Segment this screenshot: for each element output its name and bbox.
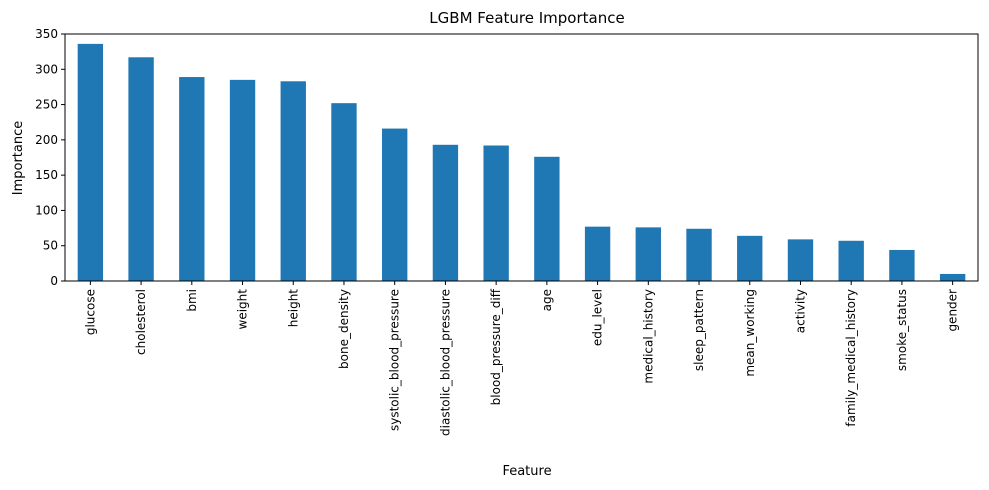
y-tick-label: 100 xyxy=(35,203,58,217)
bar xyxy=(128,57,154,281)
x-tick-label: systolic_blood_pressure xyxy=(388,289,402,431)
x-tick-label: age xyxy=(540,289,554,311)
bar xyxy=(889,249,915,281)
x-tick-label: family_medical_history xyxy=(844,289,858,427)
x-tick-label: diastolic_blood_pressure xyxy=(438,289,452,436)
y-tick-label: 350 xyxy=(35,27,58,41)
bar xyxy=(686,228,712,281)
bar xyxy=(787,239,814,281)
bar xyxy=(280,81,306,281)
x-axis-label: Feature xyxy=(502,464,551,479)
x-axis-ticks: glucose cholesterol bmi weight height bone_de… xyxy=(83,281,960,436)
bar xyxy=(534,156,560,281)
x-tick-label: weight xyxy=(236,289,250,330)
bar xyxy=(382,128,408,281)
bar xyxy=(838,240,864,281)
y-tick-label: 300 xyxy=(35,62,58,76)
x-tick-label: blood_pressure_diff xyxy=(489,288,503,405)
x-tick-label: edu_level xyxy=(591,289,605,346)
x-tick-label: glucose xyxy=(83,289,97,335)
y-tick-label: 50 xyxy=(43,239,58,253)
bar xyxy=(584,226,611,281)
x-tick-label: activity xyxy=(793,289,807,333)
y-tick-label: 250 xyxy=(35,98,58,112)
bar xyxy=(432,144,459,281)
x-tick-label: bmi xyxy=(185,289,199,312)
x-tick-label: smoke_status xyxy=(895,289,909,371)
x-tick-label: medical_history xyxy=(641,289,655,384)
y-axis-ticks: 0 50 100 150 200 250 300 350 xyxy=(35,27,65,288)
x-tick-label: cholesterol xyxy=(134,289,148,355)
y-tick-label: 200 xyxy=(35,133,58,147)
bar xyxy=(331,103,357,281)
bar xyxy=(229,79,256,281)
bar xyxy=(737,235,763,281)
bar xyxy=(939,273,966,281)
y-tick-label: 0 xyxy=(50,274,58,288)
y-axis-label: Importance xyxy=(11,121,26,196)
x-tick-label: sleep_pattern xyxy=(692,289,706,371)
x-tick-label: bone_density xyxy=(337,289,351,369)
y-tick-label: 150 xyxy=(35,168,58,182)
x-tick-label: height xyxy=(286,289,300,328)
bar xyxy=(483,145,509,281)
chart-title: LGBM Feature Importance xyxy=(429,9,624,27)
bar xyxy=(635,227,661,281)
plot-frame xyxy=(64,33,979,282)
x-tick-label: gender xyxy=(946,289,960,332)
x-tick-label: mean_working xyxy=(743,289,757,377)
bar-series xyxy=(77,43,966,281)
bar xyxy=(179,77,205,281)
bar xyxy=(77,43,104,281)
